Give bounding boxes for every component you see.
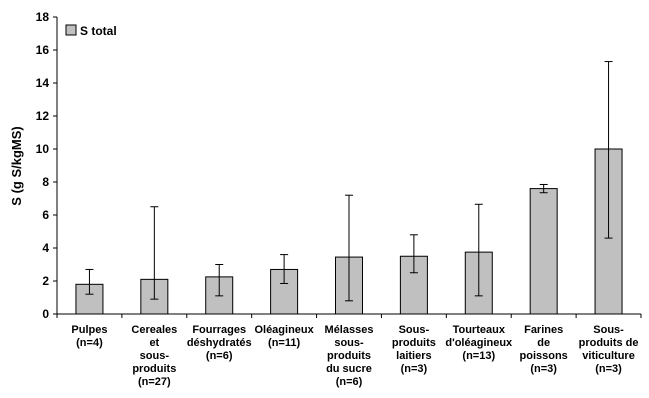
x-tick-label: Mélasses sous-produits du sucre (n=6) [325,324,374,388]
x-tick-label-line: produits de [579,337,639,349]
x-tick-label-line: Sous- [593,324,624,336]
legend: S total [65,24,117,38]
error-bar [150,206,159,300]
x-tick-label-line: (n=3) [530,363,557,375]
y-axis: 0 2 4 6 8 10 12 14 16 18 [36,10,58,321]
x-tick-label-line: de [537,337,550,349]
y-tick-label: 16 [36,43,50,57]
bar [529,188,558,315]
x-tick-label: Tourteaux d'oléagineux (n=13) [445,324,513,362]
x-tick-label: Farines de poissons (n=3) [520,324,568,375]
x-tick-label-line: (n=3) [401,363,428,375]
legend-label: S total [80,24,117,38]
x-tick-label-line: produits [132,363,176,375]
y-tick-label: 6 [42,208,49,222]
x-tick-label-line: d'oléagineux [445,337,513,349]
error-bar [215,264,224,297]
x-tick-label-line: sous- [140,350,170,362]
x-axis: Pulpes (n=4)Cereales et sous-produits (n=27)… [56,313,642,388]
x-tick-label-line: et [149,337,159,349]
x-tick-label: Fourrages déshydratés (n=6) [187,324,252,362]
x-tick-label-line: (n=13) [462,350,495,362]
y-axis-label: S (g S/kgMS) [9,126,24,205]
y-tick-label: 14 [36,76,50,90]
x-tick-label: Pulpes (n=4) [71,324,107,349]
y-tick-label: 10 [36,142,50,156]
x-tick-label-line: produits [327,350,371,362]
x-tick-label-line: produits [392,337,436,349]
error-bar [85,268,94,295]
x-tick-label-line: (n=3) [595,363,622,375]
error-bar [409,234,418,274]
y-tick-label: 2 [42,274,49,288]
x-tick-label-line: sous- [334,337,364,349]
legend-swatch [65,24,77,36]
error-bar [604,61,613,239]
x-tick-label-line: Cereales [131,324,177,336]
error-bar [280,254,289,284]
x-tick-label-line: Tourteaux [453,324,506,336]
x-tick-label-line: poissons [520,350,568,362]
x-tick-label-line: Farines [524,324,563,336]
error-bar [539,183,548,194]
y-tick-label: 18 [36,10,50,24]
x-tick-label-line: Mélasses [325,324,374,336]
x-tick-label-line: Pulpes [71,324,107,336]
x-tick-label: Oléagineux (n=11) [254,324,314,349]
x-tick-label-line: Fourrages [192,324,246,336]
x-tick-label-line: laitiers [396,350,431,362]
error-bar [474,203,483,297]
x-tick-label-line: Sous- [399,324,430,336]
y-tick-label: 12 [36,109,50,123]
y-tick-label: 4 [42,241,49,255]
x-tick-label-line: Oléagineux [254,324,314,336]
x-tick-label-line: (n=27) [138,376,171,388]
x-tick-label-line: déshydratés [187,337,252,349]
x-tick-label: Sous-produits laitiers (n=3) [392,324,436,375]
y-tick-label: 8 [42,175,49,189]
x-tick-label: Sous-produits de viticulture (n=3) [579,324,639,375]
y-tick-label: 0 [42,307,49,321]
x-tick-label-line: (n=11) [268,337,300,349]
x-tick-label-line: viticulture [582,350,635,362]
error-bars [85,61,613,302]
x-tick-label-line: (n=4) [76,337,103,349]
x-tick-label: Cereales et sous-produits (n=27) [131,324,177,388]
error-bar [345,194,353,302]
x-tick-label-line: du sucre [326,363,372,375]
x-tick-label-line: (n=6) [206,350,233,362]
x-tick-label-line: (n=6) [336,376,363,388]
